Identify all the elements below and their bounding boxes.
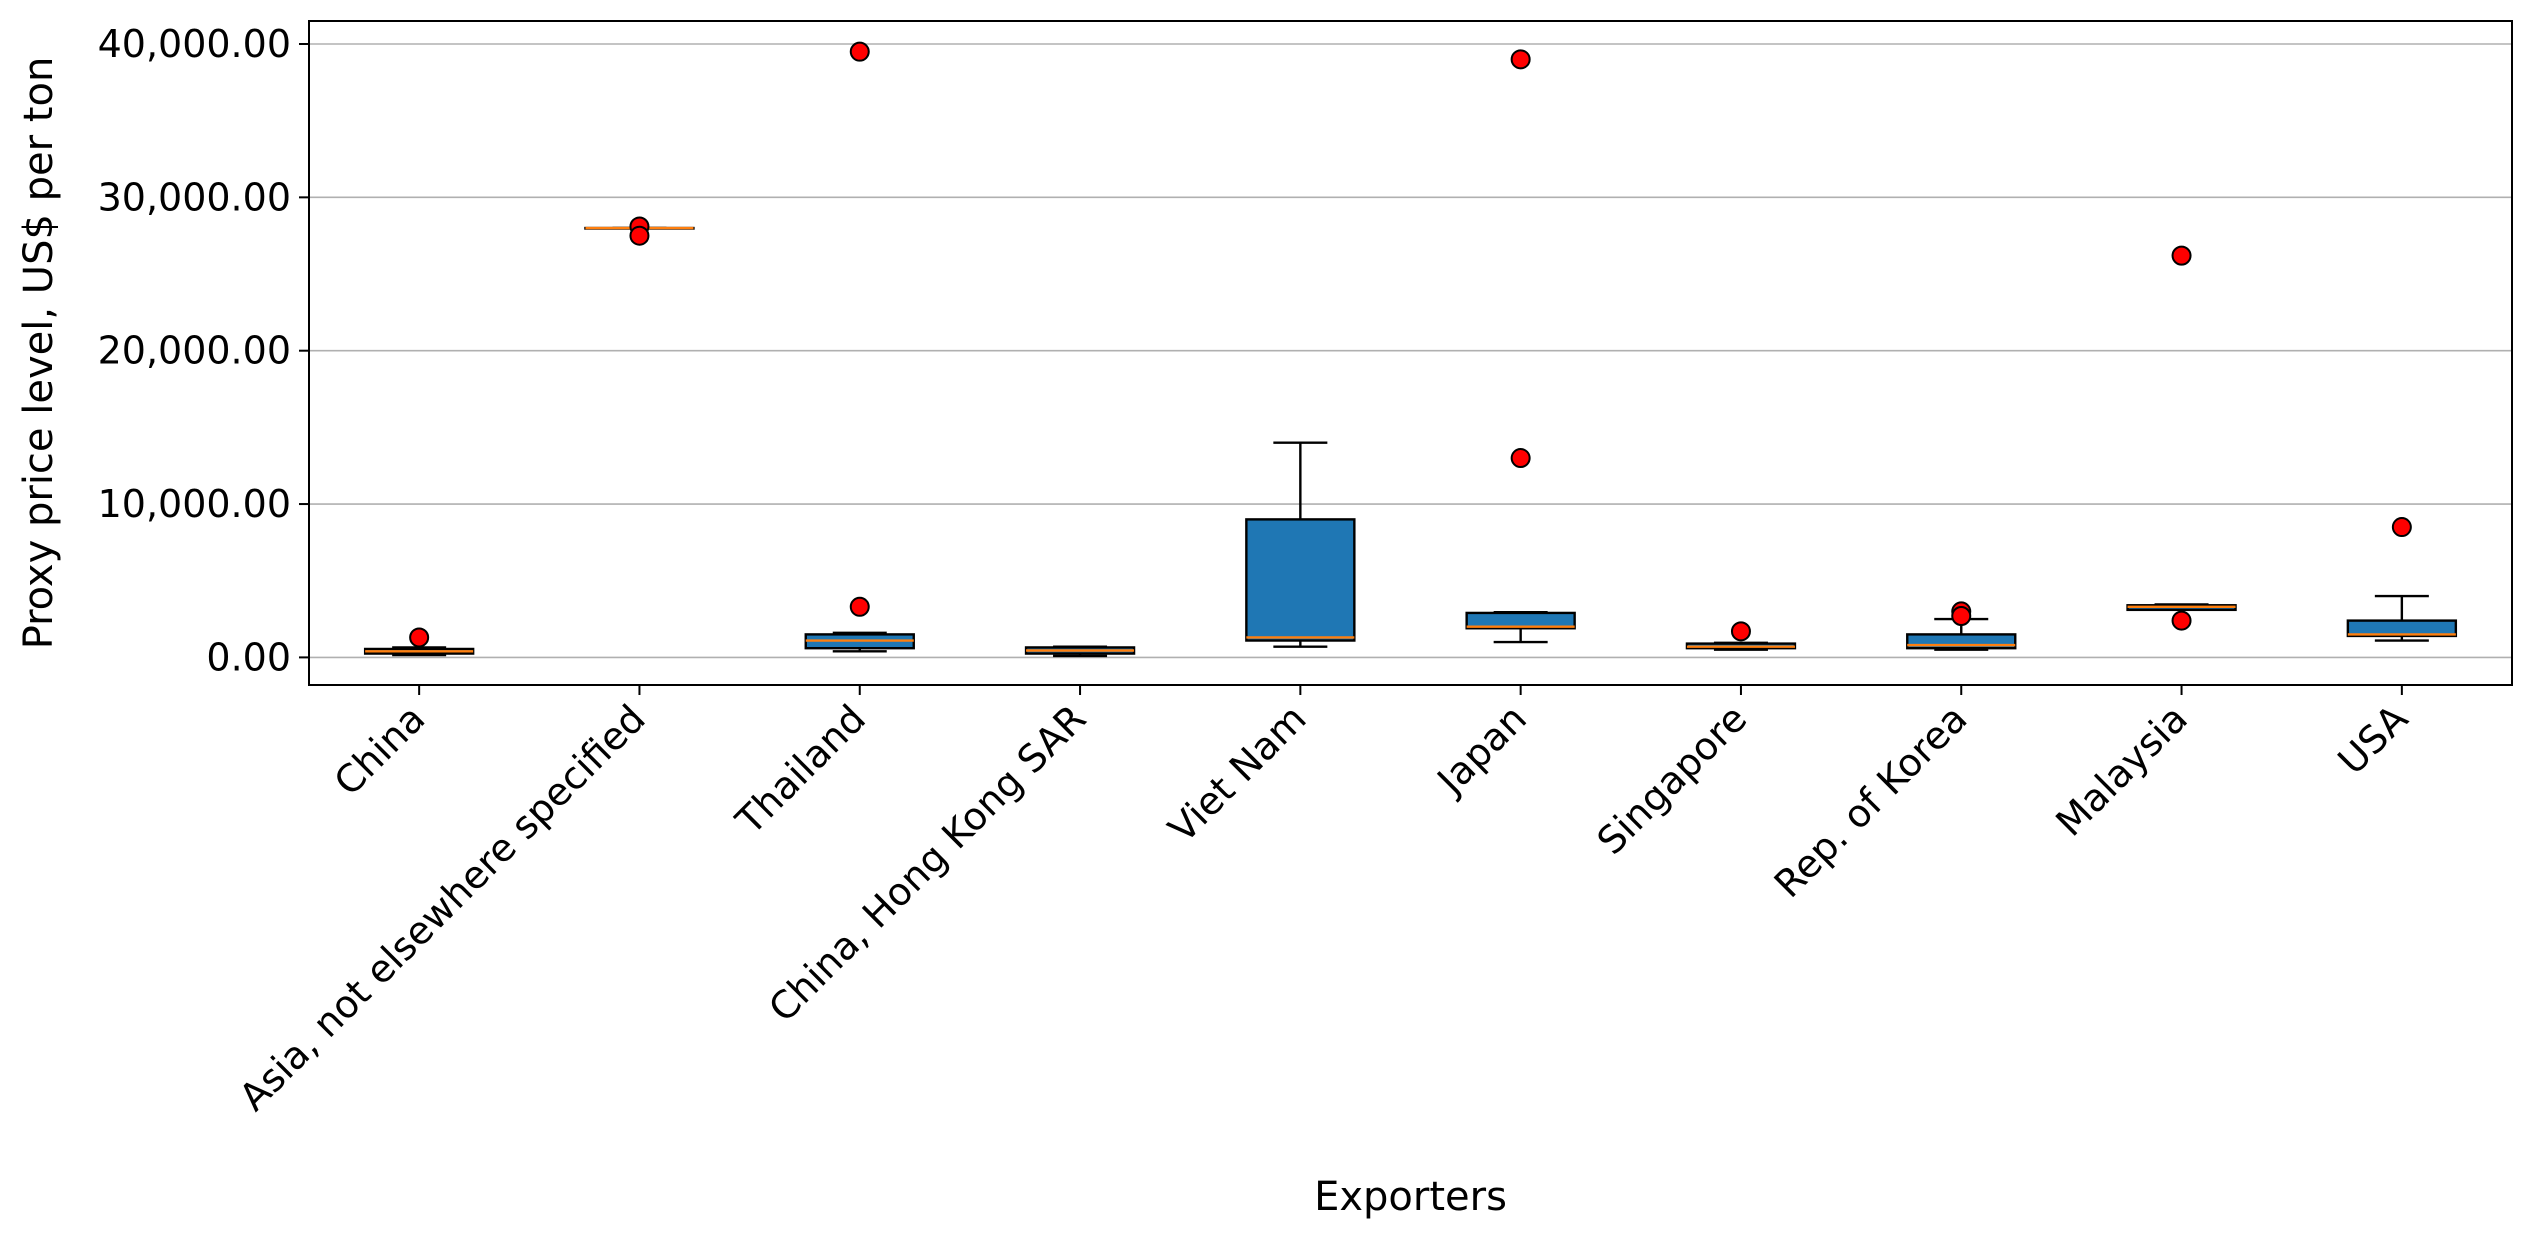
y-tick-label: 40,000.00 — [98, 22, 291, 66]
box-body — [1465, 611, 1576, 630]
box-series — [363, 41, 2458, 658]
y-tick-label: 30,000.00 — [98, 175, 291, 219]
box-5 — [1245, 441, 1356, 648]
outlier-point — [1730, 621, 1751, 642]
box-8 — [1906, 601, 2017, 651]
outlier-point — [849, 596, 870, 617]
outlier-point — [629, 225, 650, 246]
outlier-point — [1510, 448, 1531, 469]
box-7 — [1685, 621, 1797, 651]
box-1 — [363, 627, 475, 657]
box-body — [1245, 518, 1356, 642]
outlier-point — [2171, 245, 2192, 266]
outlier-point — [1510, 49, 1531, 70]
box-9 — [2126, 245, 2237, 631]
y-tick-label: 20,000.00 — [98, 329, 291, 373]
box-4 — [1024, 645, 1136, 658]
x-axis-label: Exporters — [1314, 1174, 1507, 1220]
y-axis-ticks: 0.00 10,000.00 20,000.00 30,000.00 40,000.00 — [98, 22, 309, 679]
box-3 — [804, 41, 915, 653]
outlier-point — [849, 41, 870, 62]
y-tick-label: 0.00 — [206, 635, 291, 679]
box-2 — [584, 216, 695, 246]
outlier-point — [1951, 605, 1972, 626]
y-axis-label: Proxy price level, US$ per ton — [16, 57, 62, 650]
box-10 — [2346, 517, 2458, 642]
outlier-point — [2171, 610, 2192, 631]
outlier-point — [2391, 517, 2412, 538]
grid-lines — [309, 43, 2512, 659]
box-6 — [1465, 49, 1576, 644]
outlier-point — [409, 627, 430, 648]
y-tick-label: 10,000.00 — [98, 482, 291, 526]
plot-frame — [308, 20, 2513, 686]
box-body — [2346, 619, 2458, 638]
